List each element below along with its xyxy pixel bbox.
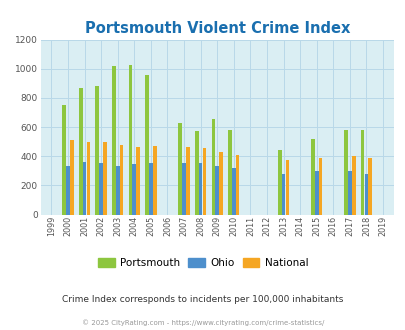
Bar [364,175,367,215]
Bar [103,142,107,214]
Bar [194,131,198,214]
Bar [66,166,70,214]
Bar [115,166,119,214]
Bar [277,149,281,214]
Bar [95,86,99,214]
Bar [136,147,140,214]
Title: Portsmouth Violent Crime Index: Portsmouth Violent Crime Index [84,21,349,36]
Bar [86,142,90,214]
Bar [119,145,123,214]
Bar [318,158,322,214]
Bar [343,130,347,214]
Bar [368,158,371,215]
Bar [145,75,149,214]
Bar [198,163,202,214]
Text: Crime Index corresponds to incidents per 100,000 inhabitants: Crime Index corresponds to incidents per… [62,295,343,304]
Bar [62,105,66,214]
Bar [215,166,218,214]
Bar [314,171,318,214]
Bar [185,147,189,214]
Bar [99,163,103,214]
Bar [351,156,355,215]
Bar [70,140,73,214]
Bar [285,160,288,214]
Bar [219,152,222,214]
Bar [178,123,181,214]
Text: © 2025 CityRating.com - https://www.cityrating.com/crime-statistics/: © 2025 CityRating.com - https://www.city… [82,319,323,326]
Bar [149,163,152,214]
Bar [281,174,285,214]
Bar [202,148,206,214]
Bar [182,163,185,214]
Bar [83,162,86,214]
Bar [310,140,314,214]
Bar [112,66,115,214]
Bar [132,164,136,214]
Bar [128,65,132,214]
Bar [347,171,351,214]
Bar [231,168,235,214]
Bar [360,130,364,214]
Bar [153,146,156,214]
Bar [228,130,231,214]
Legend: Portsmouth, Ohio, National: Portsmouth, Ohio, National [94,254,311,272]
Bar [235,155,239,214]
Bar [79,88,82,214]
Bar [211,119,215,214]
